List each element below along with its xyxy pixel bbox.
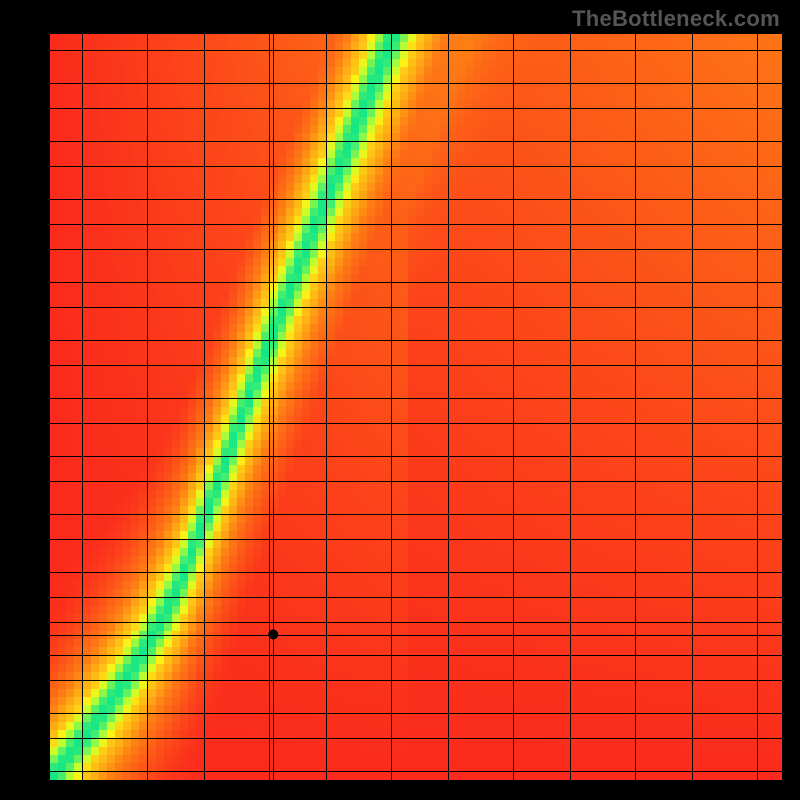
watermark-label: TheBottleneck.com	[572, 6, 780, 32]
bottleneck-heatmap	[0, 0, 800, 800]
